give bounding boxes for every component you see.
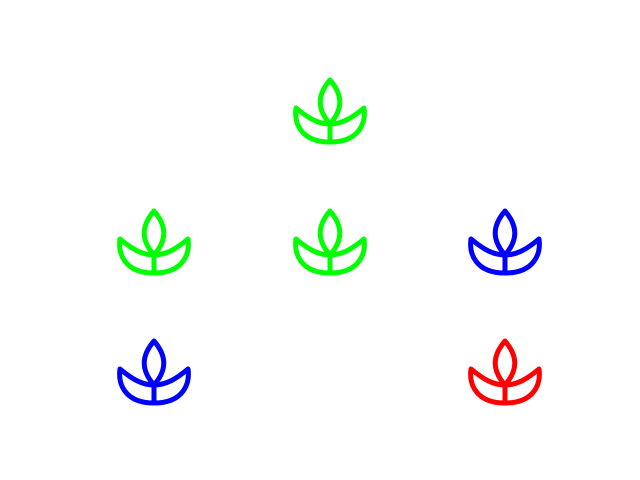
lotus-icon: [465, 337, 545, 409]
lotus-icon: [114, 207, 194, 279]
lotus-icon: [290, 207, 370, 279]
lotus-icon: [290, 76, 370, 148]
lotus-icon: [114, 337, 194, 409]
lotus-icon: [465, 207, 545, 279]
